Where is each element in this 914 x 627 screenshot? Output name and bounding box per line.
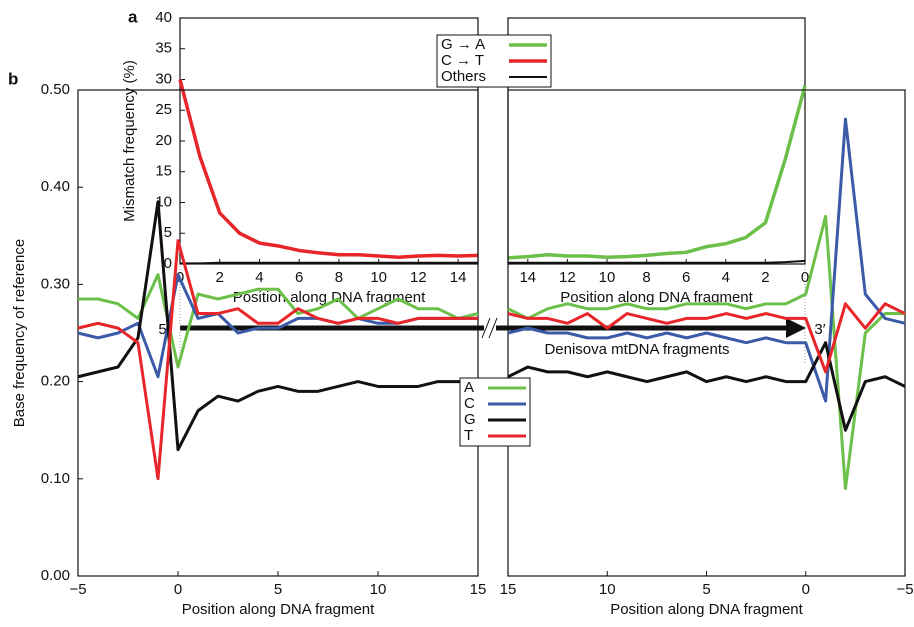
data-line (508, 259, 806, 264)
x-tick-label: 5 (702, 581, 710, 598)
y-tick-label: 30 (155, 70, 172, 87)
x-tick-label: 0 (174, 581, 182, 598)
x-tick-label: 12 (410, 269, 427, 286)
arrow-caption: Denisova mtDNA fragments (544, 341, 729, 358)
data-line (180, 261, 478, 265)
x-tick-label: 0 (801, 269, 809, 286)
data-line (77, 239, 478, 481)
data-line (507, 85, 807, 260)
x-tick-label: 6 (682, 269, 690, 286)
x-tick-label: 4 (722, 269, 730, 286)
arrow-start-label: 5′ (158, 321, 169, 338)
x-tick-label: 10 (599, 269, 616, 286)
x-tick-label: 12 (559, 269, 576, 286)
x-tick-label: 10 (599, 581, 616, 598)
y-tick-label: 0.50 (41, 81, 70, 98)
x-tick-label: 10 (370, 269, 387, 286)
y-tick-label: 0.00 (41, 567, 70, 584)
break-mark (481, 317, 491, 339)
legend-label: T (464, 427, 473, 444)
legend-label: C → T (441, 52, 484, 69)
y-tick-label: 0.30 (41, 275, 70, 292)
legend-label: G → A (441, 36, 485, 53)
y-tick-label: 25 (155, 101, 172, 118)
x-tick-label: 2 (761, 269, 769, 286)
x-tick-label: 8 (642, 269, 650, 286)
x-tick-label: 15 (500, 581, 517, 598)
x-axis-label: Position along DNA fragment (182, 601, 375, 618)
y-tick-label: 0.40 (41, 178, 70, 195)
data-line (77, 200, 478, 452)
x-tick-label: 0 (802, 581, 810, 598)
legend-label: A (464, 379, 474, 396)
x-tick-label: 10 (370, 581, 387, 598)
data-line (507, 302, 906, 374)
x-tick-label: −5 (69, 581, 86, 598)
x-tick-label: 15 (470, 581, 487, 598)
legend-label: Others (441, 68, 486, 85)
data-line (507, 341, 906, 432)
arrow-head (786, 318, 806, 338)
legend-label: C (464, 395, 475, 412)
y-tick-label: 15 (155, 163, 172, 180)
x-tick-label: −5 (896, 581, 913, 598)
y-tick-label: 0 (164, 255, 172, 272)
x-tick-label: 2 (216, 269, 224, 286)
x-tick-label: 14 (450, 269, 467, 286)
arrow-end-label: 3′ (814, 321, 825, 338)
plot-frame (179, 17, 479, 265)
panel-label: b (8, 69, 18, 88)
y-axis-label: Base frequency of reference (11, 239, 28, 427)
x-tick-label: 5 (274, 581, 282, 598)
break-mark (488, 317, 498, 339)
x-axis-label: Position along DNA fragment (610, 601, 803, 618)
y-tick-label: 40 (155, 9, 172, 26)
y-tick-label: 5 (164, 224, 172, 241)
x-tick-label: 4 (255, 269, 263, 286)
x-tick-label: 14 (519, 269, 536, 286)
data-line (507, 117, 906, 403)
y-tick-label: 35 (155, 40, 172, 57)
data-line (78, 273, 479, 369)
y-tick-label: 20 (155, 132, 172, 149)
arrow-break (484, 318, 496, 338)
data-line (178, 79, 479, 259)
legend-label: G (464, 411, 476, 428)
y-tick-label: 0.10 (41, 470, 70, 487)
panel-label: a (128, 7, 138, 26)
x-axis-label: Position along DNA fragment (560, 289, 753, 306)
x-tick-label: 8 (335, 269, 343, 286)
x-tick-label: 6 (295, 269, 303, 286)
y-axis-label: Mismatch frequency (%) (121, 60, 138, 222)
y-tick-label: 0.20 (41, 373, 70, 390)
